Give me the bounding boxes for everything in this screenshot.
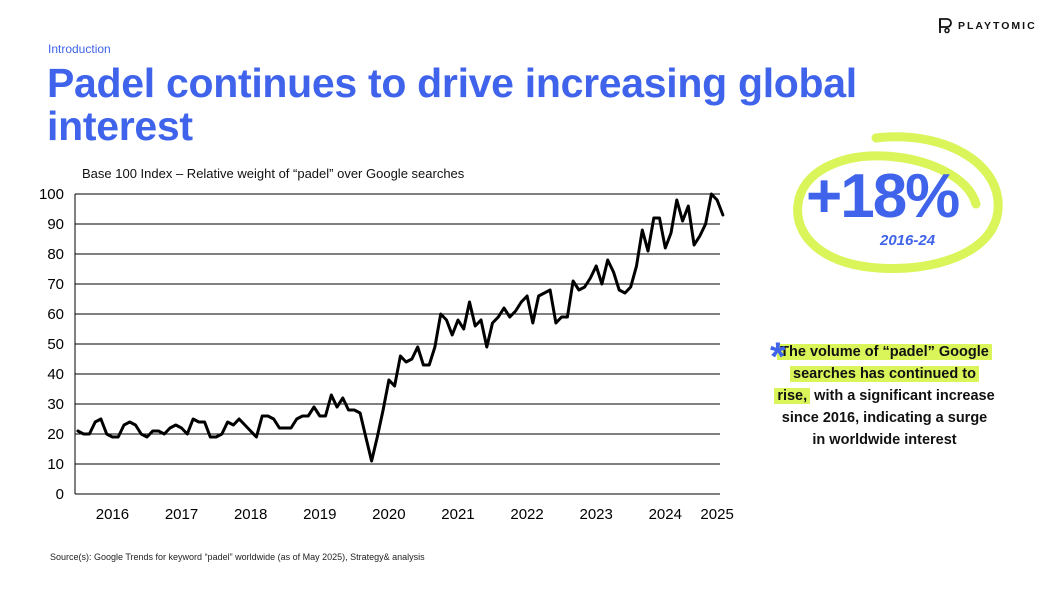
highlight-circle-icon: [793, 132, 1003, 274]
y-tick-label: 40: [47, 366, 64, 383]
x-tick-label: 2024: [649, 506, 682, 523]
y-tick-label: 30: [47, 396, 64, 413]
x-tick-label: 2019: [303, 506, 336, 523]
y-tick-label: 100: [39, 186, 64, 203]
series-line-padel: [76, 192, 725, 463]
y-tick-label: 70: [47, 276, 64, 293]
insight-rest: with a significant increase since 2016, …: [781, 388, 995, 448]
x-tick-label: 2021: [441, 506, 474, 523]
x-tick-label: 2020: [372, 506, 405, 523]
y-tick-label: 60: [47, 306, 64, 323]
insight-text: The volume of “padel” Google searches ha…: [770, 341, 995, 451]
x-tick-label: 2016: [96, 506, 129, 523]
x-tick-label: 2025: [700, 506, 733, 523]
asterisk-icon: *: [770, 335, 786, 379]
stat-period: 2016-24: [880, 232, 936, 249]
y-tick-label: 0: [56, 486, 64, 503]
growth-stat: +18% 2016-24: [792, 132, 1004, 276]
chart-title: Base 100 Index – Relative weight of “pad…: [82, 166, 465, 181]
y-tick-label: 10: [47, 456, 64, 473]
y-tick-label: 80: [47, 246, 64, 263]
playtomic-logo-icon: [939, 18, 952, 34]
key-insight: * The volume of “padel” Google searches …: [770, 337, 995, 451]
y-tick-label: 50: [47, 336, 64, 353]
brand-logo[interactable]: PLAYTOMIC: [938, 18, 1037, 34]
stat-value: +18%: [806, 162, 960, 231]
logo-text: PLAYTOMIC: [958, 20, 1037, 32]
page-title: Padel continues to drive increasing glob…: [47, 60, 857, 149]
x-tick-label: 2017: [165, 506, 198, 523]
x-tick-label: 2023: [579, 506, 612, 523]
source-note: Source(s): Google Trends for keyword “pa…: [50, 552, 425, 562]
section-label: Introduction: [48, 42, 111, 56]
y-tick-label: 90: [47, 216, 64, 233]
x-tick-label: 2022: [510, 506, 543, 523]
x-tick-label: 2018: [234, 506, 267, 523]
y-tick-label: 20: [47, 426, 64, 443]
